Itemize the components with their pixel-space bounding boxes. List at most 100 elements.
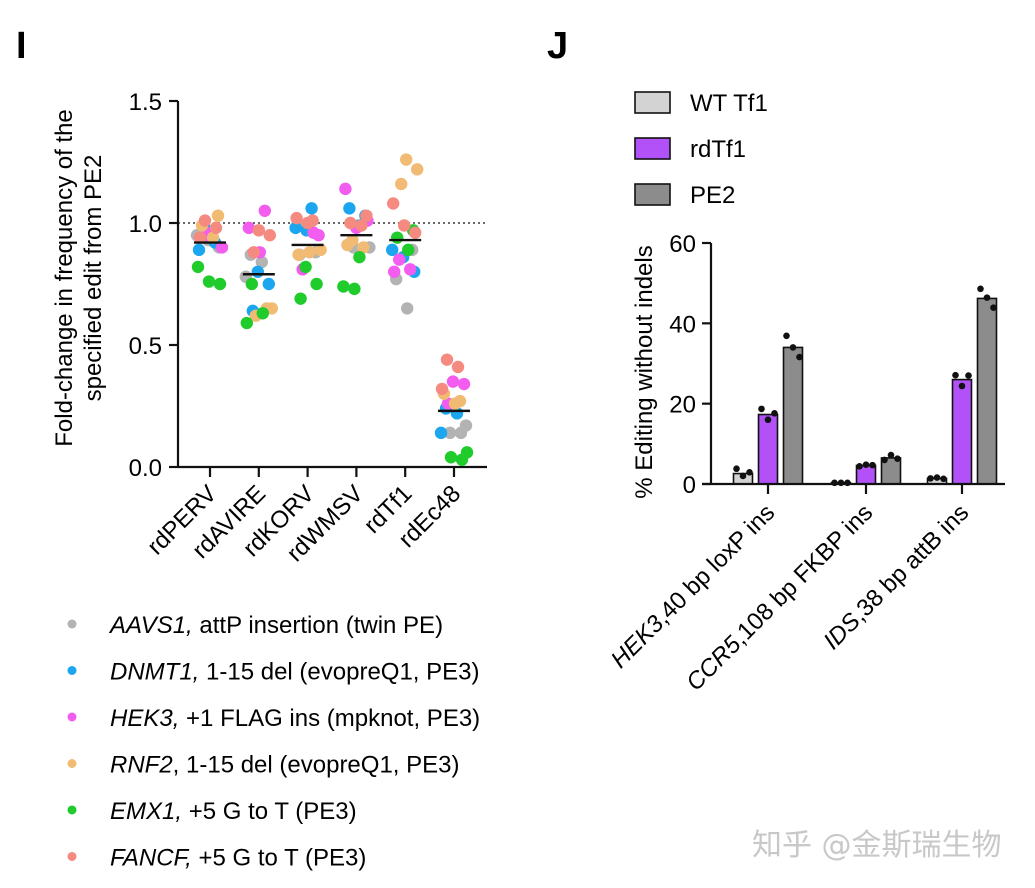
legend-entry: EMX1, +5 G to T (PE3) — [110, 798, 357, 825]
data-point — [391, 231, 404, 244]
data-point — [411, 163, 424, 176]
data-point — [263, 229, 276, 242]
bar — [976, 297, 998, 485]
data-point — [314, 243, 327, 257]
panel-letter-j: J — [547, 25, 568, 67]
legend-description: +5 G to T (PE3) — [192, 845, 367, 872]
panel-i-medians — [194, 233, 470, 413]
data-point — [256, 307, 269, 320]
replicate-dot — [965, 372, 972, 379]
data-point — [348, 282, 361, 296]
panel-i-y-axis-title-line-2: specified edit from PE2 — [80, 155, 107, 402]
y-tick-label: 0.0 — [129, 455, 162, 482]
legend-description: +1 FLAG ins (mpknot, PE3) — [179, 705, 480, 732]
legend-label: PE2 — [690, 182, 735, 209]
legend-gene-name: RNF2 — [110, 752, 173, 779]
data-point — [355, 219, 368, 232]
data-point — [360, 209, 373, 222]
y-tick-label: 20 — [669, 392, 696, 419]
data-point — [339, 182, 352, 196]
replicate-dot — [869, 461, 876, 469]
data-point — [446, 375, 460, 388]
data-point — [290, 211, 303, 225]
data-point — [353, 250, 366, 264]
data-point — [252, 224, 265, 237]
data-point — [434, 426, 448, 440]
legend-swatch — [634, 183, 671, 206]
panel-i-axes: 0.0 0.5 1.0 1.5 — [129, 89, 487, 482]
legend-marker — [67, 759, 77, 768]
bar — [757, 413, 779, 485]
data-point — [448, 397, 462, 410]
replicate-dot — [758, 405, 765, 413]
data-point — [393, 253, 406, 266]
legend-entry: RNF2, 1-15 del (evopreQ1, PE3) — [110, 752, 460, 779]
data-point — [206, 231, 220, 244]
data-point — [240, 316, 253, 330]
data-point — [451, 360, 465, 374]
replicate-dot — [831, 479, 838, 487]
data-point — [401, 302, 414, 315]
panel-i-chart: Fold-change in frequency of the specifie… — [51, 89, 487, 872]
legend-entry: DNMT1, 1-15 del (evopreQ1, PE3) — [110, 659, 480, 686]
legend-description: attP insertion (twin PE) — [193, 612, 443, 639]
panel-letter-i: I — [16, 25, 27, 67]
legend-swatch — [634, 91, 671, 114]
legend-description: , 1-15 del (evopreQ1, PE3) — [173, 752, 460, 779]
data-point — [387, 197, 400, 210]
data-point — [192, 243, 206, 257]
bar — [951, 378, 973, 485]
data-point — [294, 292, 307, 305]
data-point — [402, 243, 415, 257]
replicate-dot — [796, 353, 803, 361]
replicate-dot — [990, 304, 997, 311]
replicate-dot — [746, 469, 753, 476]
replicate-dot — [881, 456, 888, 464]
legend-gene-name: AAVS1, — [108, 612, 193, 639]
data-point — [409, 226, 422, 239]
replicate-dot — [983, 294, 991, 301]
data-point — [215, 241, 229, 254]
data-point — [211, 209, 225, 222]
replicate-dot — [771, 410, 778, 417]
replicate-dot — [789, 344, 797, 351]
data-point — [357, 241, 370, 254]
replicate-dot — [739, 472, 747, 480]
data-point — [457, 377, 471, 391]
y-tick-label: 60 — [669, 231, 696, 258]
data-point — [251, 265, 264, 278]
panel-i-y-axis-title: Fold-change in frequency of the specifie… — [51, 109, 107, 447]
data-point — [292, 248, 305, 261]
data-point — [400, 153, 413, 166]
data-point — [343, 202, 356, 215]
legend-swatch — [634, 137, 671, 160]
legend-marker — [67, 619, 77, 629]
data-point — [305, 202, 318, 215]
panel-i-legend: AAVS1, attP insertion (twin PE) DNMT1, 1-… — [67, 612, 480, 872]
panel-i-points — [190, 153, 474, 466]
data-point — [193, 231, 207, 244]
data-point — [213, 277, 227, 291]
replicate-dot — [927, 475, 934, 482]
replicate-dot — [837, 479, 845, 487]
legend-marker — [67, 712, 77, 722]
y-tick-label: 40 — [669, 311, 696, 338]
legend-marker — [67, 666, 77, 675]
replicate-dot — [933, 474, 941, 481]
data-point — [191, 260, 205, 274]
panel-i-y-axis-title-line-1: Fold-change in frequency of the — [51, 109, 78, 447]
data-point — [455, 453, 469, 466]
legend-entry: FANCF, +5 G to T (PE3) — [110, 845, 366, 872]
watermark: 知乎 @金斯瑞生物 — [752, 828, 1002, 863]
replicate-dot — [844, 479, 851, 487]
data-point — [435, 382, 449, 396]
data-point — [242, 221, 255, 235]
data-point — [299, 260, 312, 274]
data-point — [344, 216, 357, 230]
legend-description: +5 G to T (PE3) — [182, 798, 357, 825]
replicate-dot — [862, 461, 870, 469]
replicate-dot — [783, 332, 790, 340]
data-point — [444, 451, 458, 464]
